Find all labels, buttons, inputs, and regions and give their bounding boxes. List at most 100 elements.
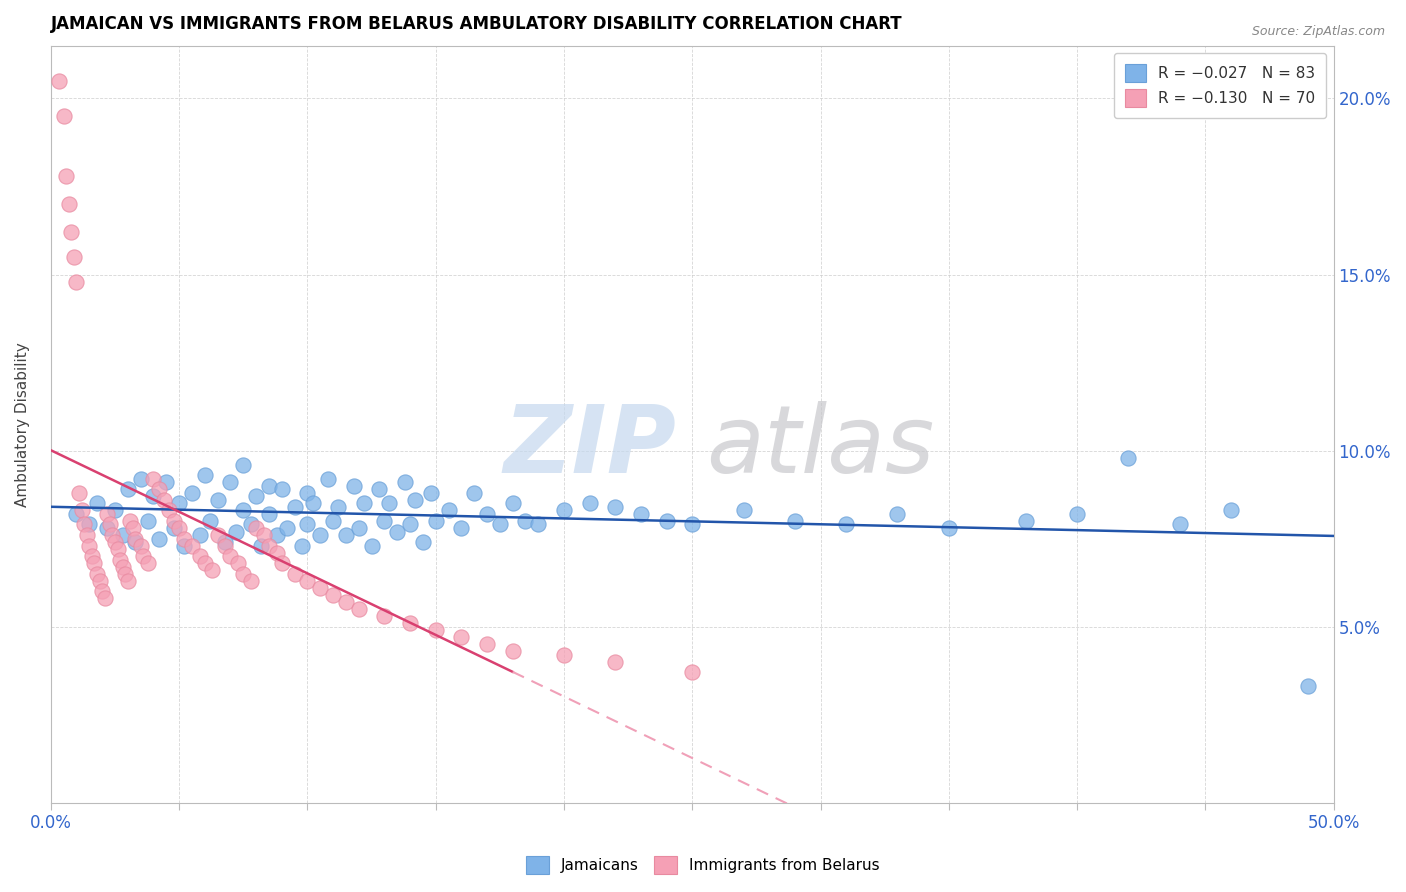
Point bbox=[173, 539, 195, 553]
Point bbox=[360, 539, 382, 553]
Point bbox=[226, 556, 249, 570]
Point bbox=[378, 496, 401, 510]
Point bbox=[245, 489, 267, 503]
Point bbox=[605, 655, 627, 669]
Point bbox=[266, 546, 288, 560]
Point bbox=[70, 503, 93, 517]
Point bbox=[733, 503, 755, 517]
Point bbox=[257, 539, 280, 553]
Point bbox=[385, 524, 408, 539]
Point bbox=[232, 503, 254, 517]
Point bbox=[117, 574, 139, 588]
Point bbox=[173, 532, 195, 546]
Point bbox=[394, 475, 416, 490]
Point bbox=[450, 630, 472, 644]
Point bbox=[157, 503, 180, 517]
Point bbox=[373, 514, 395, 528]
Point bbox=[129, 472, 152, 486]
Point bbox=[322, 588, 344, 602]
Point bbox=[515, 514, 537, 528]
Point bbox=[104, 503, 127, 517]
Point bbox=[65, 507, 87, 521]
Point bbox=[553, 648, 575, 662]
Point bbox=[1296, 680, 1319, 694]
Point bbox=[136, 514, 159, 528]
Point bbox=[316, 472, 339, 486]
Point bbox=[419, 485, 441, 500]
Legend: R = −0.027   N = 83, R = −0.130   N = 70: R = −0.027 N = 83, R = −0.130 N = 70 bbox=[1114, 54, 1326, 118]
Point bbox=[188, 549, 211, 563]
Point bbox=[181, 485, 204, 500]
Point bbox=[253, 528, 276, 542]
Point bbox=[86, 566, 108, 581]
Text: atlas: atlas bbox=[706, 401, 935, 492]
Point bbox=[425, 514, 447, 528]
Point bbox=[322, 514, 344, 528]
Point bbox=[155, 475, 177, 490]
Point bbox=[284, 500, 307, 514]
Point bbox=[412, 535, 434, 549]
Point bbox=[181, 539, 204, 553]
Point bbox=[309, 528, 332, 542]
Point bbox=[225, 524, 247, 539]
Point bbox=[207, 528, 229, 542]
Text: Source: ZipAtlas.com: Source: ZipAtlas.com bbox=[1251, 25, 1385, 38]
Point bbox=[553, 503, 575, 517]
Point bbox=[148, 532, 170, 546]
Point bbox=[107, 542, 129, 557]
Point bbox=[101, 528, 124, 542]
Point bbox=[163, 514, 186, 528]
Point bbox=[114, 566, 136, 581]
Point bbox=[80, 549, 103, 563]
Point bbox=[250, 539, 273, 553]
Point bbox=[201, 563, 224, 577]
Point bbox=[1168, 517, 1191, 532]
Point bbox=[291, 539, 314, 553]
Point bbox=[98, 517, 121, 532]
Point bbox=[163, 521, 186, 535]
Point bbox=[142, 472, 165, 486]
Point bbox=[270, 482, 292, 496]
Point bbox=[52, 109, 75, 123]
Point bbox=[404, 492, 426, 507]
Point bbox=[1118, 450, 1140, 465]
Point bbox=[83, 556, 105, 570]
Point bbox=[335, 595, 357, 609]
Point bbox=[284, 566, 307, 581]
Point bbox=[63, 250, 86, 264]
Point bbox=[297, 517, 319, 532]
Point bbox=[152, 492, 174, 507]
Point bbox=[219, 475, 242, 490]
Point bbox=[60, 225, 83, 239]
Point bbox=[368, 482, 391, 496]
Point bbox=[132, 549, 155, 563]
Point bbox=[76, 528, 98, 542]
Text: ZIP: ZIP bbox=[503, 401, 676, 493]
Point bbox=[270, 556, 292, 570]
Point bbox=[502, 496, 524, 510]
Point bbox=[257, 479, 280, 493]
Point bbox=[783, 514, 806, 528]
Point bbox=[681, 517, 703, 532]
Point bbox=[239, 517, 262, 532]
Point bbox=[681, 665, 703, 680]
Point bbox=[89, 574, 111, 588]
Point bbox=[1066, 507, 1088, 521]
Point bbox=[276, 521, 298, 535]
Point bbox=[207, 492, 229, 507]
Point bbox=[335, 528, 357, 542]
Point bbox=[463, 485, 485, 500]
Point bbox=[347, 521, 370, 535]
Point bbox=[86, 496, 108, 510]
Point bbox=[328, 500, 350, 514]
Legend: Jamaicans, Immigrants from Belarus: Jamaicans, Immigrants from Belarus bbox=[520, 850, 886, 880]
Point bbox=[91, 584, 114, 599]
Point bbox=[104, 535, 127, 549]
Point bbox=[198, 514, 221, 528]
Point bbox=[111, 528, 134, 542]
Point bbox=[232, 458, 254, 472]
Point bbox=[578, 496, 600, 510]
Point bbox=[373, 609, 395, 624]
Point bbox=[194, 468, 217, 483]
Point bbox=[527, 517, 550, 532]
